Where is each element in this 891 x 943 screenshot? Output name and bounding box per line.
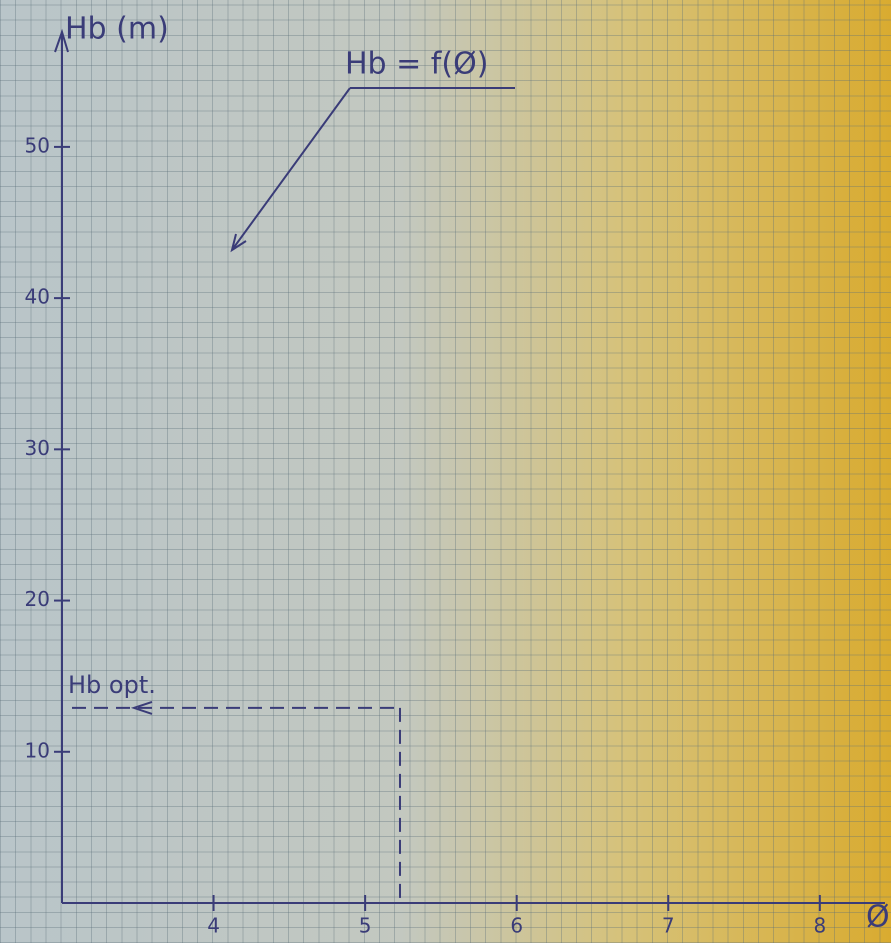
x-tick-label: 5	[359, 914, 372, 938]
curve-label: Hb = f(Ø)	[345, 47, 488, 82]
y-tick-label: 10	[25, 738, 50, 762]
curve-pointer	[230, 87, 515, 253]
x-tick-label: 8	[813, 914, 826, 938]
x-tick-label: 6	[510, 914, 523, 938]
y-axis-arrow	[54, 28, 69, 53]
x-tick-label: 4	[207, 914, 220, 938]
opt-label: Hb opt.	[68, 671, 156, 699]
y-tick-label: 20	[25, 587, 50, 611]
x-axis-label: Ø	[866, 900, 890, 935]
y-tick-label: 50	[25, 133, 50, 157]
y-tick-label: 30	[25, 436, 50, 460]
y-axis-label: Hb (m)	[65, 12, 169, 47]
y-tick-label: 40	[25, 285, 50, 309]
x-tick-label: 7	[662, 914, 675, 938]
opt-arrow	[130, 700, 153, 715]
